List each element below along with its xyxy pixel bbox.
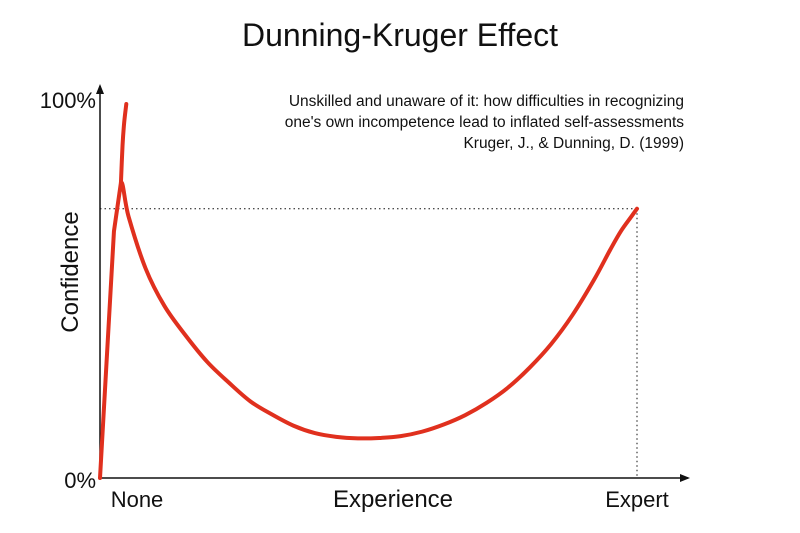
citation-line-3: Kruger, J., & Dunning, D. (1999) [463, 135, 684, 152]
y-tick-label-top: 100% [40, 88, 96, 113]
confidence-curve-peak [118, 102, 129, 185]
y-axis-title: Confidence [57, 211, 84, 332]
citation-line-1: Unskilled and unaware of it: how difficu… [289, 93, 684, 110]
citation-line-2: one's own incompetence lead to inflated … [285, 114, 685, 131]
x-tick-label-start: None [111, 487, 164, 512]
x-axis-title: Experience [333, 486, 453, 513]
series-layer [98, 102, 639, 480]
chart-title: Dunning-Kruger Effect [242, 17, 558, 53]
x-tick-label-end: Expert [605, 487, 669, 512]
confidence-curve [98, 180, 639, 480]
y-tick-label-bottom: 0% [64, 468, 96, 493]
